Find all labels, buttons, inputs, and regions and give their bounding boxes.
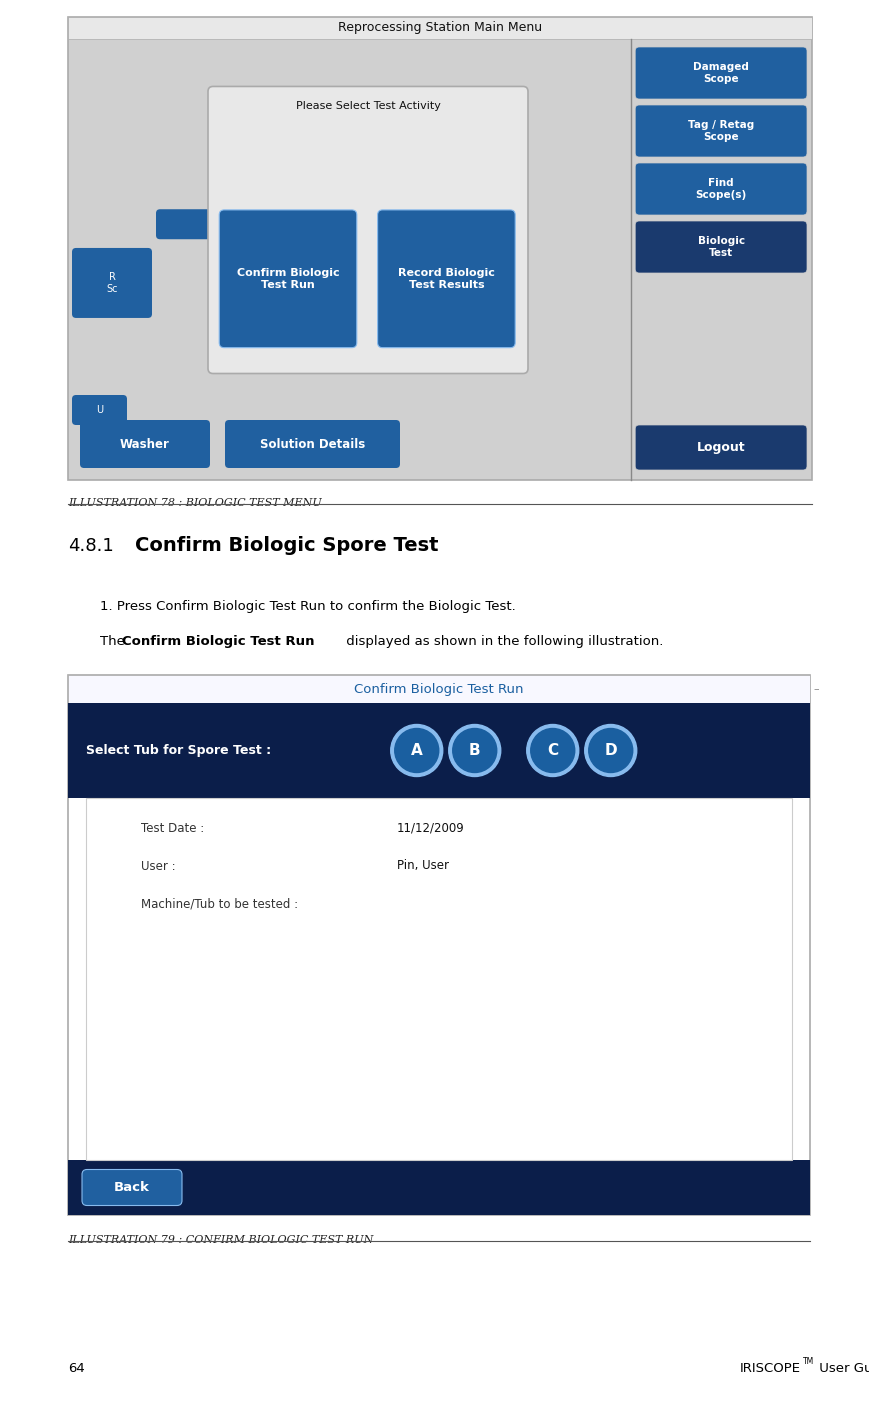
Text: ILLUSTRATION 79 : CONFIRM BIOLOGIC TEST RUN: ILLUSTRATION 79 : CONFIRM BIOLOGIC TEST … [68, 1235, 374, 1245]
FancyBboxPatch shape [208, 86, 528, 373]
Text: User :: User : [141, 860, 176, 872]
FancyBboxPatch shape [635, 106, 807, 158]
Text: Find
Scope(s): Find Scope(s) [695, 179, 746, 200]
Text: ILLUSTRATION 78 : BIOLOGIC TEST MENU: ILLUSTRATION 78 : BIOLOGIC TEST MENU [68, 498, 322, 508]
FancyBboxPatch shape [635, 425, 807, 470]
Text: Solution Details: Solution Details [260, 438, 365, 450]
Text: IRISCOPE: IRISCOPE [740, 1362, 801, 1376]
FancyBboxPatch shape [271, 210, 386, 239]
Text: TM: TM [803, 1358, 814, 1366]
Text: Please Select Test Activity: Please Select Test Activity [295, 101, 441, 111]
Bar [68, 675, 810, 704]
Text: 4.8.1: 4.8.1 [68, 537, 114, 554]
Text: Confirm Biologic
Test Run: Confirm Biologic Test Run [236, 267, 339, 290]
Text: –: – [813, 684, 819, 694]
Circle shape [531, 729, 574, 772]
Text: User Guide: User Guide [815, 1362, 869, 1376]
FancyBboxPatch shape [635, 163, 807, 215]
Text: Record Biologic
Test Results: Record Biologic Test Results [398, 267, 494, 290]
FancyBboxPatch shape [635, 221, 807, 273]
Text: C: C [547, 743, 558, 758]
Text: Damaged
Scope: Damaged Scope [693, 62, 749, 84]
Bar [68, 704, 810, 798]
FancyBboxPatch shape [378, 210, 515, 348]
Circle shape [395, 729, 439, 772]
Text: Tag / Retag
Scope: Tag / Retag Scope [688, 120, 754, 142]
FancyBboxPatch shape [80, 421, 210, 469]
Text: Machine/Tub to be tested :: Machine/Tub to be tested : [141, 898, 298, 910]
Bar [68, 675, 810, 1216]
Text: Washer: Washer [120, 438, 170, 450]
Circle shape [453, 729, 497, 772]
Text: Select Tub for Spore Test :: Select Tub for Spore Test : [86, 744, 271, 757]
Bar [86, 798, 792, 1159]
Text: 11/12/2009: 11/12/2009 [396, 822, 464, 834]
Circle shape [527, 725, 579, 777]
Bar [68, 1159, 810, 1216]
FancyBboxPatch shape [156, 210, 256, 239]
Text: B: B [469, 743, 481, 758]
Text: Confirm Biologic Test Run: Confirm Biologic Test Run [122, 635, 315, 649]
FancyBboxPatch shape [72, 395, 127, 425]
Circle shape [448, 725, 501, 777]
FancyBboxPatch shape [82, 1169, 182, 1206]
FancyBboxPatch shape [72, 248, 152, 318]
Text: D: D [605, 743, 617, 758]
Bar [68, 17, 812, 480]
Text: displayed as shown in the following illustration.: displayed as shown in the following illu… [342, 635, 663, 649]
Text: The: The [100, 635, 129, 649]
Text: Logout: Logout [697, 440, 746, 454]
Circle shape [585, 725, 637, 777]
Text: A: A [411, 743, 422, 758]
Text: Reprocessing Station Main Menu: Reprocessing Station Main Menu [338, 21, 542, 35]
Text: Test Date :: Test Date : [141, 822, 204, 834]
Circle shape [391, 725, 442, 777]
FancyBboxPatch shape [635, 46, 807, 98]
Circle shape [588, 729, 633, 772]
Text: Back: Back [114, 1180, 150, 1195]
Text: U: U [96, 405, 103, 415]
Text: Confirm Biologic Spore Test: Confirm Biologic Spore Test [135, 536, 439, 554]
Text: Confirm Biologic Test Run: Confirm Biologic Test Run [355, 682, 524, 695]
Text: 64: 64 [68, 1362, 85, 1376]
FancyBboxPatch shape [225, 421, 400, 469]
Text: Biologic
Test: Biologic Test [698, 236, 745, 257]
Text: R
Sc: R Sc [106, 272, 118, 294]
Bar [68, 17, 812, 39]
Text: 1. Press Confirm Biologic Test Run to confirm the Biologic Test.: 1. Press Confirm Biologic Test Run to co… [100, 599, 515, 613]
FancyBboxPatch shape [219, 210, 357, 348]
Text: Pin, User: Pin, User [396, 860, 448, 872]
